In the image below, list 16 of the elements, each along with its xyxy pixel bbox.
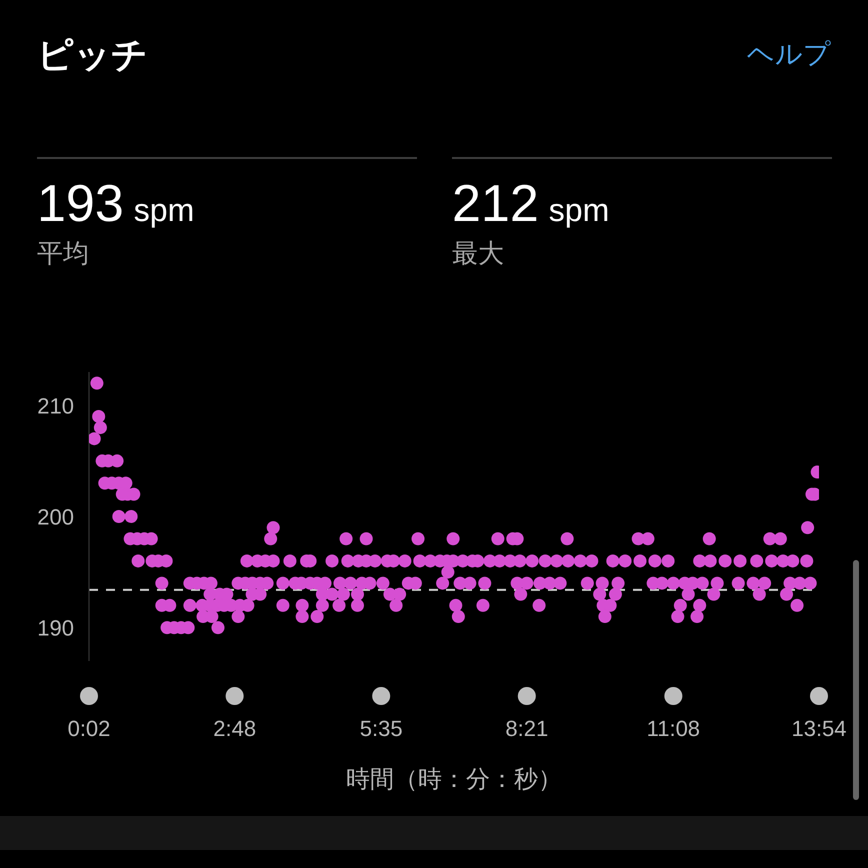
x-tick-label: 0:02 <box>68 716 110 740</box>
y-tick-label: 200 <box>37 504 74 529</box>
x-tick-label: 2:48 <box>213 716 256 740</box>
y-tick-label: 210 <box>37 392 74 418</box>
x-axis-title: 時間（時：分：秒） <box>346 766 562 793</box>
x-tick-label: 8:21 <box>505 716 548 740</box>
x-tick-label: 13:54 <box>791 716 847 740</box>
text: 平均 <box>37 237 89 269</box>
text: ヘルプ <box>747 38 831 71</box>
text: 212 spm <box>452 175 610 233</box>
x-tick-label: 11:08 <box>646 716 700 740</box>
text: 193 spm <box>37 175 194 233</box>
text: 最大 <box>452 237 504 269</box>
chart-title: ピッチ <box>37 34 148 76</box>
x-tick-label: 5:35 <box>360 716 403 740</box>
y-tick-label: 190 <box>37 615 74 640</box>
